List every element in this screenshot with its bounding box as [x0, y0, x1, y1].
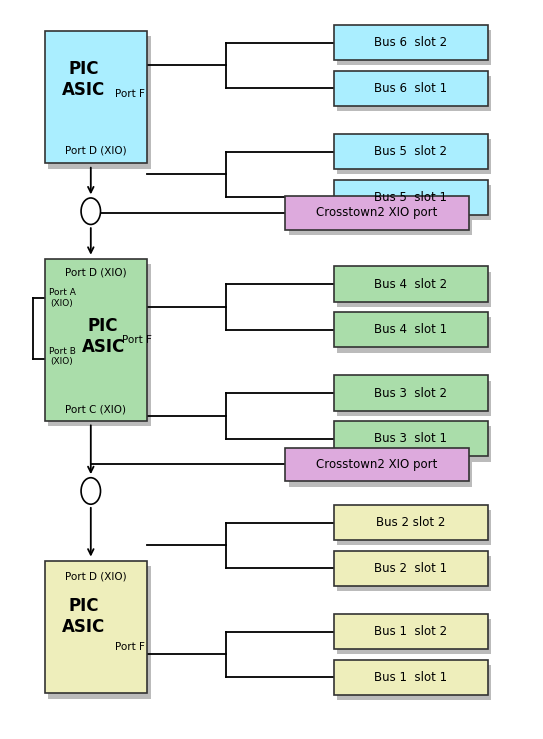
FancyBboxPatch shape [337, 381, 491, 416]
FancyBboxPatch shape [337, 271, 491, 307]
Text: PIC
ASIC: PIC ASIC [62, 597, 105, 636]
FancyBboxPatch shape [337, 664, 491, 700]
FancyBboxPatch shape [337, 317, 491, 353]
Text: Port F: Port F [115, 642, 145, 652]
FancyBboxPatch shape [333, 267, 488, 302]
Text: Port D (XIO): Port D (XIO) [65, 572, 127, 582]
FancyBboxPatch shape [337, 139, 491, 174]
FancyBboxPatch shape [333, 25, 488, 61]
FancyBboxPatch shape [333, 180, 488, 215]
FancyBboxPatch shape [333, 614, 488, 650]
Text: Bus 5  slot 1: Bus 5 slot 1 [374, 191, 447, 204]
Text: Port C (XIO): Port C (XIO) [65, 405, 127, 415]
FancyBboxPatch shape [285, 448, 469, 481]
FancyBboxPatch shape [337, 30, 491, 66]
Text: Bus 2 slot 2: Bus 2 slot 2 [376, 516, 445, 529]
FancyBboxPatch shape [333, 312, 488, 347]
Text: Bus 3  slot 1: Bus 3 slot 1 [374, 432, 447, 445]
Text: Port A
(XIO): Port A (XIO) [49, 288, 75, 307]
Text: Port D (XIO): Port D (XIO) [65, 267, 127, 277]
FancyBboxPatch shape [333, 421, 488, 457]
Circle shape [81, 198, 100, 225]
FancyBboxPatch shape [289, 201, 472, 235]
FancyBboxPatch shape [333, 134, 488, 169]
FancyBboxPatch shape [333, 505, 488, 540]
Text: PIC
ASIC: PIC ASIC [62, 61, 105, 99]
FancyBboxPatch shape [45, 561, 147, 693]
Text: Bus 2  slot 1: Bus 2 slot 1 [374, 562, 447, 575]
FancyBboxPatch shape [45, 31, 147, 163]
Text: Bus 4  slot 2: Bus 4 slot 2 [374, 278, 447, 290]
FancyBboxPatch shape [337, 75, 491, 111]
Text: Port F: Port F [122, 335, 152, 345]
FancyBboxPatch shape [333, 551, 488, 586]
Text: Bus 6  slot 1: Bus 6 slot 1 [374, 82, 447, 95]
Text: Bus 1  slot 2: Bus 1 slot 2 [374, 625, 447, 638]
FancyBboxPatch shape [48, 566, 151, 698]
FancyBboxPatch shape [45, 259, 147, 421]
FancyBboxPatch shape [289, 453, 472, 486]
FancyBboxPatch shape [333, 660, 488, 695]
Text: Bus 1  slot 1: Bus 1 slot 1 [374, 671, 447, 684]
FancyBboxPatch shape [48, 36, 151, 168]
Text: Bus 5  slot 2: Bus 5 slot 2 [374, 145, 447, 158]
Text: Port B
(XIO): Port B (XIO) [49, 347, 75, 366]
Text: Bus 6  slot 2: Bus 6 slot 2 [374, 36, 447, 49]
FancyBboxPatch shape [333, 375, 488, 411]
FancyBboxPatch shape [337, 185, 491, 220]
FancyBboxPatch shape [333, 71, 488, 106]
Text: Crosstown2 XIO port: Crosstown2 XIO port [316, 206, 438, 219]
FancyBboxPatch shape [337, 619, 491, 655]
FancyBboxPatch shape [337, 426, 491, 462]
FancyBboxPatch shape [337, 556, 491, 591]
FancyBboxPatch shape [285, 196, 469, 230]
FancyBboxPatch shape [48, 265, 151, 426]
Circle shape [81, 477, 100, 504]
Text: PIC
ASIC: PIC ASIC [81, 318, 125, 356]
FancyBboxPatch shape [337, 510, 491, 545]
Text: Port D (XIO): Port D (XIO) [65, 145, 127, 155]
Text: Port F: Port F [115, 89, 145, 100]
Text: Crosstown2 XIO port: Crosstown2 XIO port [316, 458, 438, 471]
Text: Bus 4  slot 1: Bus 4 slot 1 [374, 323, 447, 336]
Text: Bus 3  slot 2: Bus 3 slot 2 [374, 386, 447, 400]
